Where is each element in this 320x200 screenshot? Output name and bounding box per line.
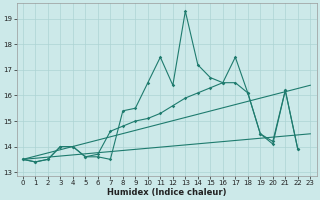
X-axis label: Humidex (Indice chaleur): Humidex (Indice chaleur) bbox=[107, 188, 226, 197]
